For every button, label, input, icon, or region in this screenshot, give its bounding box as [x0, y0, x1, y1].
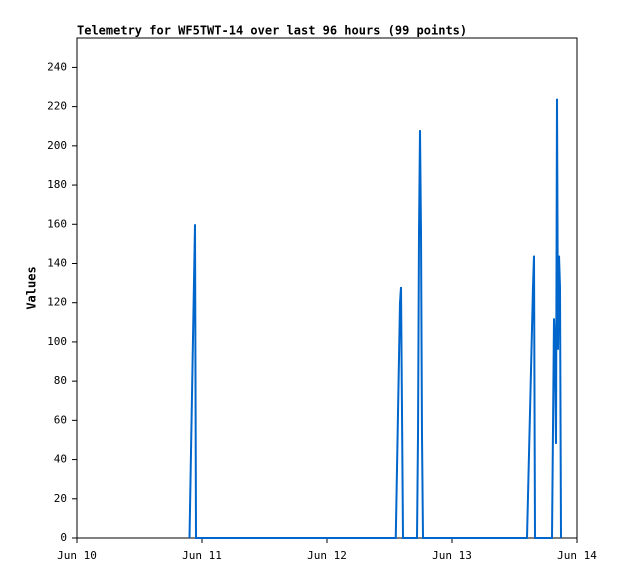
y-tick-label: 60: [54, 413, 67, 426]
y-tick-label: 0: [60, 531, 67, 544]
x-tick-label: Jun 13: [432, 549, 472, 562]
y-tick-label: 200: [47, 139, 67, 152]
y-tick-label: 180: [47, 178, 67, 191]
x-tick-label: Jun 11: [182, 549, 222, 562]
y-tick-label: 20: [54, 492, 67, 505]
y-tick-label: 160: [47, 217, 67, 230]
data-line: [188, 98, 562, 539]
y-tick-label: 40: [54, 453, 67, 466]
y-tick-label: 120: [47, 296, 67, 309]
y-tick-label: 220: [47, 100, 67, 113]
chart-title: Telemetry for WF5TWT-14 over last 96 hou…: [77, 24, 467, 38]
y-axis-label: Values: [25, 266, 39, 309]
y-tick-label: 140: [47, 256, 67, 269]
y-tick-label: 80: [54, 374, 67, 387]
y-tick-label: 240: [47, 60, 67, 73]
x-tick-label: Jun 12: [307, 549, 347, 562]
x-tick-label: Jun 10: [57, 549, 97, 562]
x-tick-label: Jun 14: [557, 549, 597, 562]
y-tick-label: 100: [47, 335, 67, 348]
